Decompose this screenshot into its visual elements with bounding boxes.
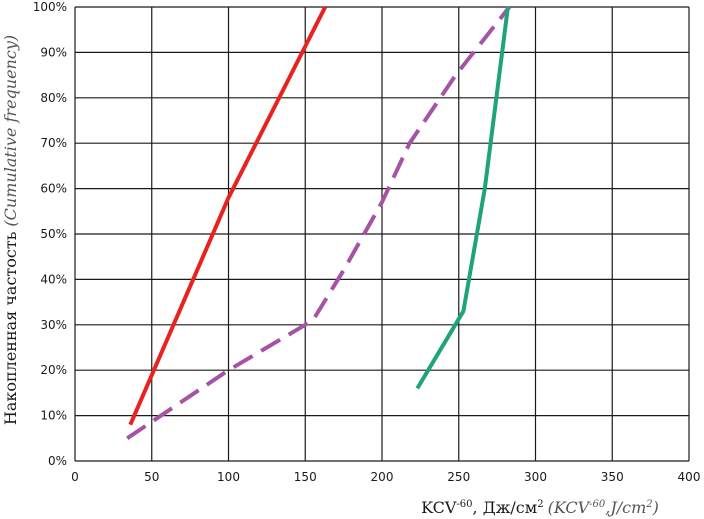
y-tick-label: 90% <box>40 45 67 59</box>
series-line-1 <box>128 6 327 426</box>
y-tick-label: 70% <box>40 136 67 150</box>
x-tick-label: 200 <box>371 470 394 484</box>
grid-lines <box>74 6 690 462</box>
series-line-2 <box>126 5 511 440</box>
x-tick-label: 100 <box>217 470 240 484</box>
y-tick-label: 20% <box>40 363 67 377</box>
y-tick-label: 60% <box>40 182 67 196</box>
x-tick-label: 50 <box>144 470 159 484</box>
x-axis-title: KCV-60, Дж/см2 (KCV-60,J/cm2) <box>421 498 659 517</box>
x-tick-label: 150 <box>294 470 317 484</box>
y-tick-labels: 0% 10% 20% 30% 40% 50% 60% 70% 80% 90% 100% <box>33 0 67 468</box>
y-tick-label: 80% <box>40 91 67 105</box>
y-tick-label: 100% <box>33 0 67 14</box>
y-tick-label: 50% <box>40 227 67 241</box>
series-line-3 <box>415 6 510 390</box>
y-axis-title: Накопленная частость(Cumulative frequenc… <box>1 35 20 425</box>
x-tick-labels: 0 50 100 150 200 250 300 350 400 <box>71 470 700 484</box>
series-lines <box>126 5 511 440</box>
y-tick-label: 10% <box>40 409 67 423</box>
y-tick-label: 30% <box>40 318 67 332</box>
x-tick-label: 0 <box>71 470 79 484</box>
x-tick-label: 400 <box>678 470 701 484</box>
y-tick-label: 0% <box>48 454 67 468</box>
x-tick-label: 300 <box>524 470 547 484</box>
y-tick-label: 40% <box>40 272 67 286</box>
x-tick-label: 350 <box>601 470 624 484</box>
x-tick-label: 250 <box>447 470 470 484</box>
